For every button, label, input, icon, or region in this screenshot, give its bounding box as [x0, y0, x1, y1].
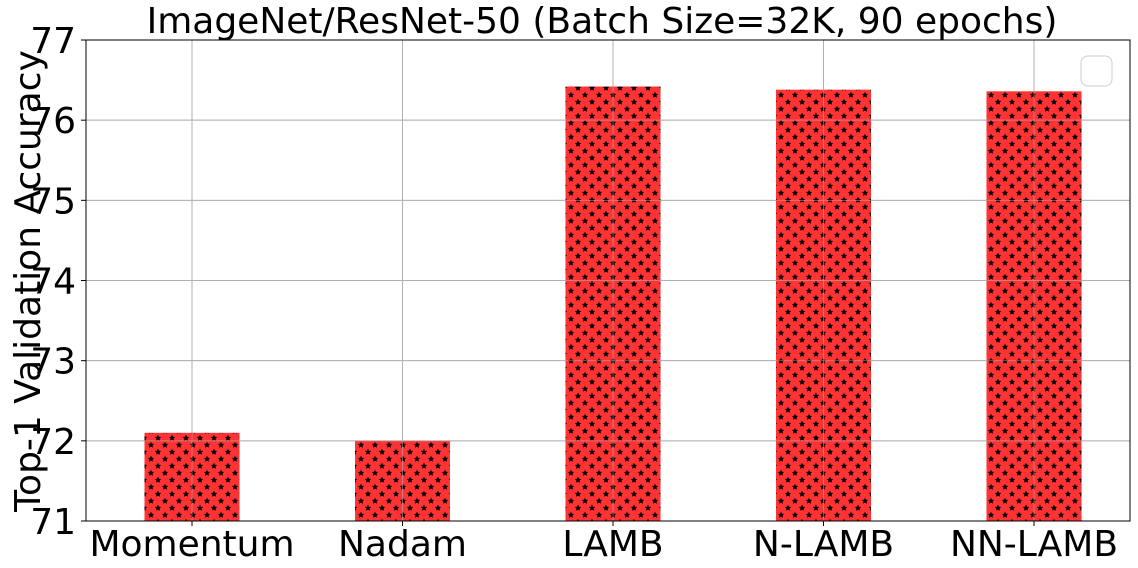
y-axis-label: Top-1 Validation Accuracy — [8, 50, 49, 513]
y-ticks: 71 72 73 74 75 76 77 — [30, 21, 86, 543]
y-tick-label: 74 — [30, 262, 76, 303]
y-tick-label: 73 — [30, 342, 76, 383]
x-tick-label: Momentum — [89, 524, 294, 565]
y-tick-label: 77 — [30, 21, 76, 62]
x-tick-label: Nadam — [338, 524, 467, 565]
y-tick-label: 71 — [30, 502, 76, 543]
x-ticks: Momentum Nadam LAMB N-LAMB NN-LAMB — [89, 521, 1118, 565]
x-tick-label: N-LAMB — [753, 524, 894, 565]
x-tick-label: NN-LAMB — [950, 524, 1118, 565]
y-tick-label: 72 — [30, 422, 76, 463]
legend-box — [1080, 55, 1113, 87]
chart-title: ImageNet/ResNet-50 (Batch Size=32K, 90 e… — [147, 1, 1058, 42]
bars — [86, 39, 1130, 522]
y-tick-label: 76 — [30, 101, 76, 142]
x-tick-label: LAMB — [562, 524, 663, 565]
y-tick-label: 75 — [30, 181, 76, 222]
